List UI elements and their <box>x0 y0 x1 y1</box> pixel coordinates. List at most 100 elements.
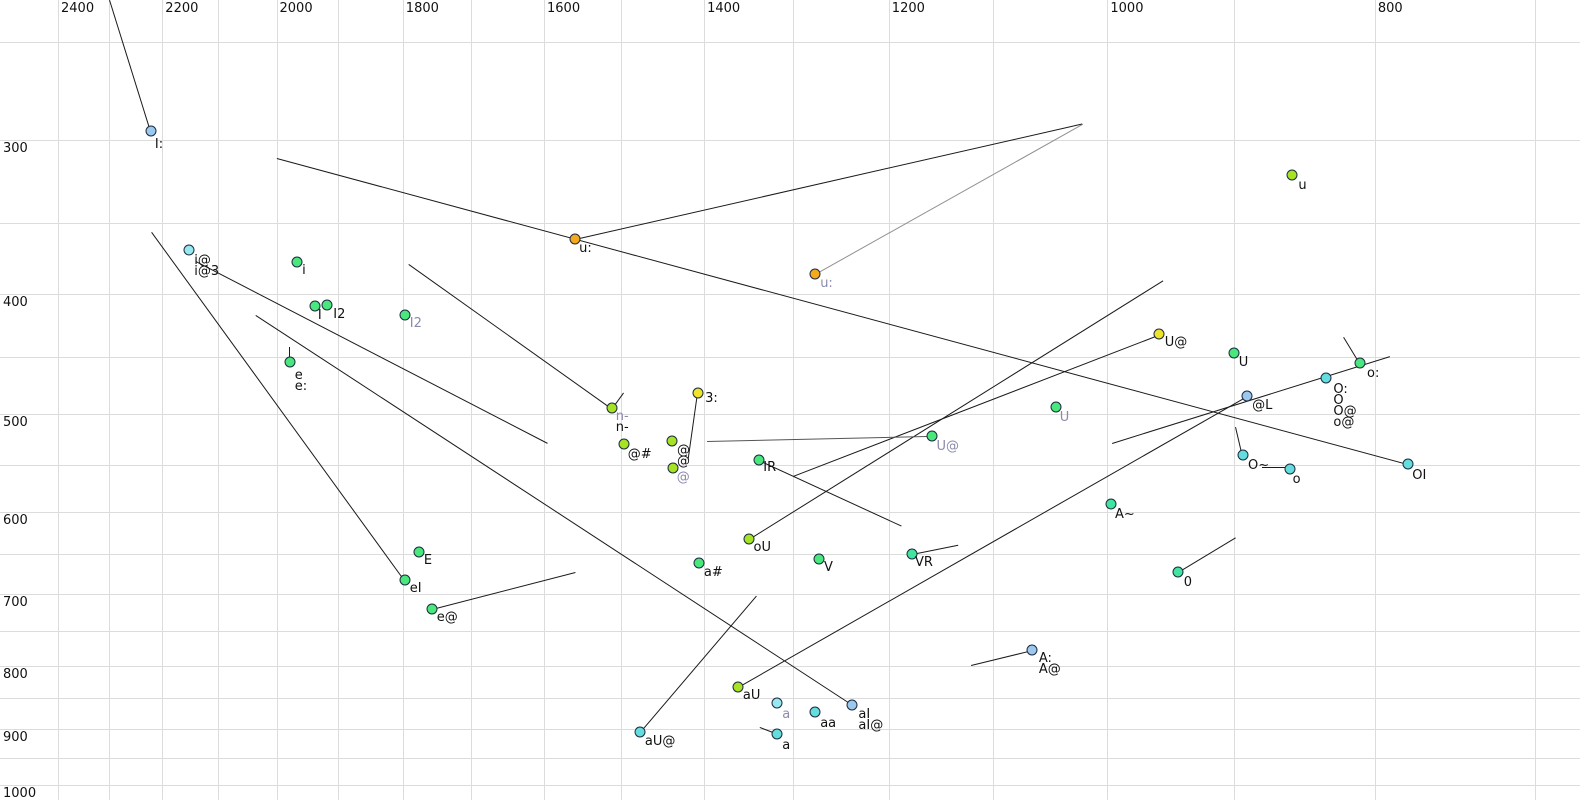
gridline-horizontal <box>0 728 1580 730</box>
point-label: I <box>317 308 322 324</box>
trajectory-line <box>276 157 1409 465</box>
point-label: O: <box>1333 382 1348 398</box>
point-label: 0 <box>1183 575 1192 591</box>
point-label: @ <box>676 469 690 485</box>
point-label: A: <box>1038 651 1052 666</box>
point-label: e@ <box>436 610 458 626</box>
point-label: u: <box>579 241 592 257</box>
data-point <box>926 430 937 442</box>
trajectory-line <box>195 261 548 444</box>
gridline-horizontal <box>0 140 1580 141</box>
trajectory-line <box>970 650 1033 666</box>
point-label: 3: <box>705 391 718 406</box>
point-label: e <box>294 368 303 383</box>
gridline-vertical <box>1534 0 1536 800</box>
gridline-vertical <box>993 0 995 800</box>
gridline-horizontal <box>0 665 1580 667</box>
trajectory-line <box>748 280 1164 541</box>
x-axis-tick-label: 1600 <box>547 1 581 16</box>
point-label: U <box>1059 410 1070 426</box>
data-point <box>771 697 783 709</box>
point-label: O~ <box>1248 458 1270 473</box>
data-point <box>569 233 581 245</box>
data-point <box>426 603 438 615</box>
point-label: n- <box>615 409 629 425</box>
data-point <box>291 256 303 268</box>
point-label: OI <box>1412 467 1427 483</box>
gridline-vertical <box>544 0 545 800</box>
y-axis-tick-label: 900 <box>3 729 28 745</box>
x-axis-tick-label: 2400 <box>61 1 95 16</box>
data-point <box>284 356 296 368</box>
gridline-horizontal <box>0 357 1580 359</box>
y-axis-tick-label: 600 <box>3 512 28 528</box>
gridline-horizontal <box>0 464 1580 466</box>
data-point <box>634 726 646 738</box>
trajectory-line <box>151 231 405 581</box>
data-point <box>1026 644 1038 656</box>
data-point <box>606 402 618 414</box>
data-point <box>1284 463 1296 475</box>
data-point <box>906 548 918 559</box>
y-axis-tick-label: 500 <box>3 414 28 430</box>
data-point <box>771 728 783 739</box>
y-axis-tick-label: 300 <box>3 141 28 156</box>
x-axis-tick-label: 1800 <box>405 1 439 16</box>
point-label: @ <box>677 453 690 469</box>
data-point <box>1320 372 1332 384</box>
trajectory-line <box>1262 466 1286 468</box>
data-point <box>813 553 825 565</box>
data-point <box>753 454 765 466</box>
data-point <box>1172 566 1184 578</box>
point-label: i@3 <box>194 263 220 279</box>
point-label: A~ <box>1115 507 1135 523</box>
point-label: u <box>1298 177 1307 193</box>
point-label: U <box>1238 354 1249 370</box>
gridline-horizontal <box>0 785 1580 787</box>
data-point <box>1237 449 1249 461</box>
gridline-vertical <box>218 0 220 800</box>
x-axis-tick-label: 1400 <box>707 1 741 16</box>
x-axis-tick-label: 1000 <box>1110 1 1144 16</box>
data-point <box>309 300 321 312</box>
data-point <box>732 681 744 693</box>
data-point <box>809 706 821 718</box>
trajectory-line <box>758 459 902 527</box>
data-point <box>1286 169 1298 181</box>
point-label: aI <box>858 707 871 722</box>
y-axis-tick-label: 1000 <box>3 786 37 800</box>
point-label: eI <box>409 581 422 597</box>
point-label: a <box>782 707 791 723</box>
data-point <box>667 462 679 474</box>
gridline-horizontal <box>0 294 1580 296</box>
gridline-vertical <box>58 0 59 800</box>
point-label: aU@ <box>644 734 676 750</box>
data-point <box>1354 357 1366 369</box>
gridline-horizontal <box>0 222 1580 224</box>
point-label: u: <box>820 275 833 291</box>
y-axis-tick-label: 700 <box>3 595 28 611</box>
point-label: e: <box>294 379 308 394</box>
gridline-horizontal <box>0 42 1580 44</box>
gridline-vertical <box>162 0 164 800</box>
point-label: @L <box>1252 398 1273 414</box>
data-point <box>692 387 704 399</box>
point-label: o: <box>1367 366 1380 382</box>
y-axis-tick-label: 400 <box>3 295 28 311</box>
point-label: o@ <box>1333 415 1355 431</box>
gridline-horizontal <box>0 698 1580 700</box>
x-axis-tick-label: 2200 <box>165 1 199 16</box>
gridline-vertical <box>1374 0 1376 800</box>
gridline-vertical <box>1107 0 1109 800</box>
trajectory-line <box>706 435 932 442</box>
gridline-vertical <box>276 0 278 800</box>
point-label: aI@ <box>858 718 884 733</box>
point-label: I2 <box>409 316 422 332</box>
gridline-horizontal <box>0 631 1580 633</box>
point-label: A@ <box>1038 662 1061 677</box>
x-axis-tick-label: 2000 <box>279 1 313 16</box>
gridline-vertical <box>1233 0 1235 800</box>
point-label: @ <box>677 442 690 458</box>
gridline-horizontal <box>0 594 1580 596</box>
